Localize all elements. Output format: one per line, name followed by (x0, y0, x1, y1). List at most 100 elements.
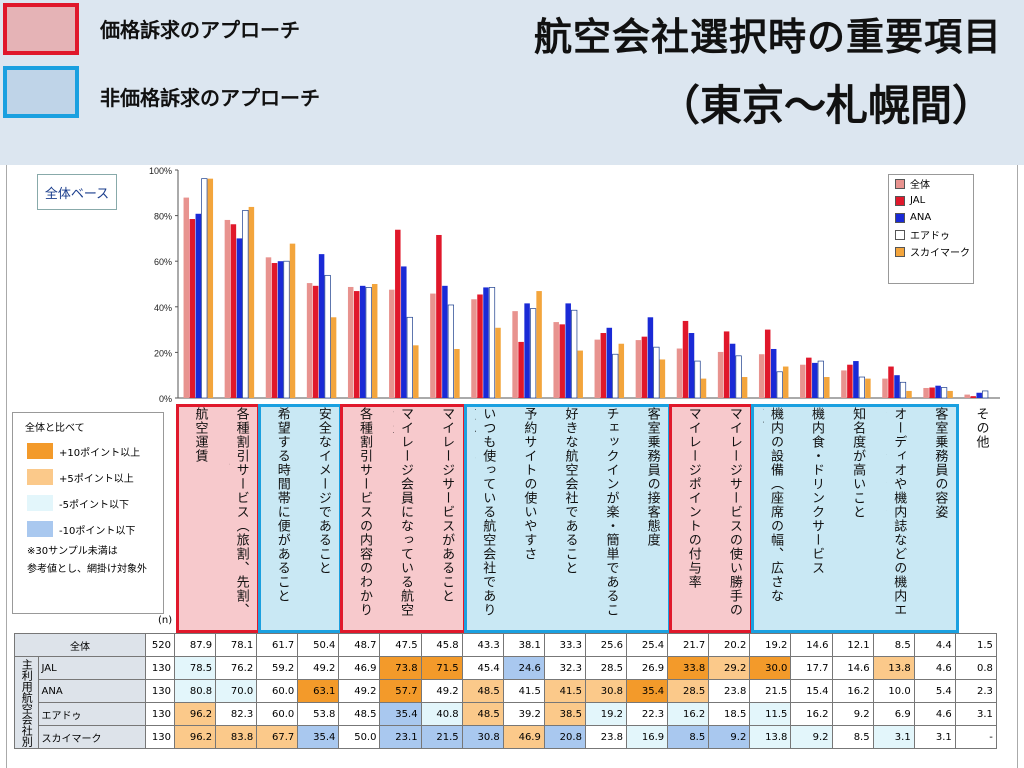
table-cell: 35.4 (626, 679, 669, 703)
row-label: ANA (37, 679, 147, 703)
bar (365, 287, 372, 399)
table-cell: 21.5 (749, 679, 792, 703)
y-tick-label: 100% (149, 166, 172, 176)
table-cell: 16.2 (667, 702, 710, 726)
bar (770, 348, 777, 398)
table-cell: 6.9 (872, 702, 915, 726)
legend-swatch (895, 229, 905, 240)
table-cell: 3.1 (913, 725, 956, 749)
legend-swatch (895, 195, 905, 206)
table-cell: - (954, 725, 997, 749)
bar (741, 377, 748, 398)
table-row: エアドゥ 130 96.2 82.3 60.0 53.8 48.5 35.4 40.8 48.5 3… (15, 702, 997, 726)
bar (600, 333, 607, 398)
category-label: 好きな航空会社であること (562, 407, 578, 575)
price-group-box (340, 404, 466, 633)
bar (447, 304, 454, 399)
table-cell: 80.8 (173, 679, 217, 703)
table-cell: 28.5 (667, 679, 710, 703)
table-cell: 38.1 (502, 633, 545, 657)
table-cell: 17.7 (790, 656, 833, 680)
table-row: スカイマーク 130 96.2 83.8 67.7 35.4 50.0 23.1 21.5 30.… (15, 725, 997, 749)
legend-swatch (895, 246, 905, 257)
bar (359, 285, 366, 398)
legend-item: エアドゥ (889, 226, 973, 243)
legend-note-1: ※30サンプル未満は (27, 546, 118, 557)
bar (454, 348, 460, 398)
bar (776, 371, 783, 399)
category-label: 客室乗務員の容姿 (932, 407, 948, 519)
bar (758, 354, 765, 398)
table-cell: 46.9 (338, 656, 381, 680)
table-cell: 38.5 (543, 702, 586, 726)
bar (764, 329, 771, 398)
slide-subtitle: （東京～札幌間） (657, 81, 994, 130)
n-label: (n) (158, 615, 173, 626)
legend-label: ANA (910, 212, 932, 223)
table-cell: 14.6 (790, 633, 833, 657)
category-label: 各種割引サービス（旅割、先割、前割など）の割引率 (233, 407, 249, 617)
table-cell: 47.5 (379, 633, 422, 657)
table-cell: 96.2 (173, 725, 217, 749)
bar (982, 390, 989, 399)
category-label: 知名度が高いこと (850, 407, 866, 519)
y-tick-label: 40% (154, 303, 172, 313)
bar (612, 353, 619, 399)
bar (524, 303, 530, 398)
table-cell: 23.8 (708, 679, 751, 703)
data-table: 全体 520 87.9 78.1 61.7 50.4 48.7 47.5 45.8 43.3 38.… (14, 633, 997, 749)
sample-size: 130 (145, 702, 175, 726)
table-cell: 23.8 (584, 725, 628, 749)
sample-size: 520 (145, 633, 175, 657)
sample-size: 130 (145, 656, 175, 680)
table-cell: 5.4 (913, 679, 956, 703)
bar (553, 322, 559, 398)
bar (688, 333, 695, 398)
category-label: 予約サイトの使いやすさ (521, 407, 537, 561)
bar (729, 343, 736, 398)
table-row: ANA 130 80.8 70.0 60.0 63.1 49.2 57.7 49.2 48.5 41… (15, 679, 997, 703)
category-label: その他 (973, 407, 989, 449)
bar (723, 331, 730, 398)
row-label: エアドゥ (37, 702, 147, 726)
category-label: 希望する時間帯に便があること (274, 407, 290, 603)
bar (700, 378, 707, 398)
bar (858, 376, 866, 399)
category-label: 安全なイメージであること (315, 407, 331, 575)
table-cell: 21.7 (667, 633, 710, 657)
bar (401, 266, 407, 398)
bar (559, 324, 565, 398)
category-label: 客室乗務員の接客態度 (644, 407, 660, 547)
category-label: マイレージ会員になっている航空会社であること (398, 407, 414, 617)
bar (471, 299, 477, 398)
table-cell: 48.5 (338, 702, 381, 726)
table-cell: 30.0 (749, 656, 792, 680)
bar (635, 340, 642, 398)
table-cell: 39.2 (502, 702, 545, 726)
table-cell: 82.3 (215, 702, 258, 726)
table-cell: 18.5 (708, 702, 751, 726)
legend-label: JAL (910, 195, 926, 206)
bar (312, 285, 319, 398)
bar (906, 390, 912, 398)
bar (436, 234, 442, 398)
table-cell: 2.3 (954, 679, 997, 703)
nonprice-group-box (751, 404, 959, 633)
content-frame (6, 165, 1018, 768)
bar (853, 361, 859, 398)
table-cell: 60.0 (256, 702, 299, 726)
bar (824, 377, 830, 398)
bar (395, 229, 401, 398)
table-cell: 20.2 (708, 633, 751, 657)
table-cell: 61.7 (256, 633, 299, 657)
table-cell: 19.2 (584, 702, 628, 726)
table-cell: 49.2 (420, 679, 463, 703)
bar (318, 254, 325, 398)
table-row: 主利用航空会社別 JAL 130 78.5 76.2 59.2 49.2 46.9 73.8 71… (14, 656, 997, 749)
bar (817, 360, 824, 399)
base-label: 全体ベース (37, 174, 117, 210)
bar (529, 308, 537, 399)
table-cell: 40.8 (420, 702, 463, 726)
bar (406, 316, 413, 399)
table-cell: 8.5 (667, 725, 710, 749)
